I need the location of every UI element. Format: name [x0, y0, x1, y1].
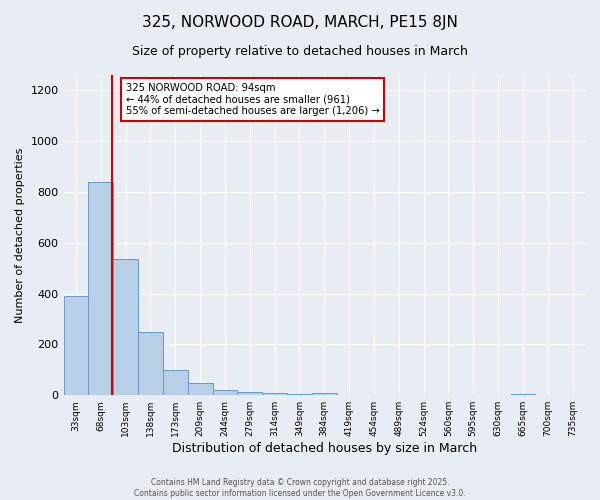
Bar: [511, 394, 535, 395]
Y-axis label: Number of detached properties: Number of detached properties: [15, 148, 25, 323]
Text: Size of property relative to detached houses in March: Size of property relative to detached ho…: [132, 45, 468, 58]
Bar: [188, 382, 212, 395]
Bar: [163, 370, 188, 395]
Text: 325 NORWOOD ROAD: 94sqm
← 44% of detached houses are smaller (961)
55% of semi-d: 325 NORWOOD ROAD: 94sqm ← 44% of detache…: [125, 82, 379, 116]
X-axis label: Distribution of detached houses by size in March: Distribution of detached houses by size …: [172, 442, 477, 455]
Bar: [113, 259, 138, 395]
Text: Contains HM Land Registry data © Crown copyright and database right 2025.
Contai: Contains HM Land Registry data © Crown c…: [134, 478, 466, 498]
Bar: [88, 182, 113, 395]
Bar: [312, 392, 337, 395]
Bar: [212, 390, 238, 395]
Bar: [287, 394, 312, 395]
Text: 325, NORWOOD ROAD, MARCH, PE15 8JN: 325, NORWOOD ROAD, MARCH, PE15 8JN: [142, 15, 458, 30]
Bar: [238, 392, 262, 395]
Bar: [262, 393, 287, 395]
Bar: [138, 332, 163, 395]
Bar: [64, 296, 88, 395]
